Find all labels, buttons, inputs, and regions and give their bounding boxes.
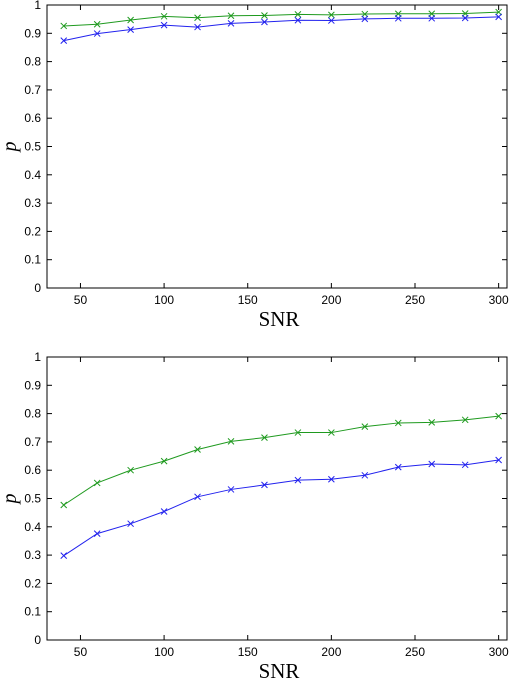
- y-tick-label: 0.5: [24, 140, 41, 154]
- data-point-marker: [60, 37, 68, 45]
- data-point-marker: [361, 10, 369, 18]
- data-point-marker: [461, 416, 469, 424]
- plot-frame: [46, 356, 508, 641]
- data-point-marker: [93, 479, 101, 487]
- data-point-marker: [361, 15, 369, 23]
- y-tick-label: 0.4: [24, 168, 41, 182]
- x-tick-label: 300: [489, 293, 509, 307]
- x-tick-label: 250: [405, 645, 425, 659]
- data-point-marker: [495, 456, 502, 464]
- data-point-marker: [93, 530, 101, 537]
- data-point-marker: [428, 460, 436, 468]
- data-point-marker: [227, 20, 235, 27]
- data-point-marker: [93, 20, 101, 28]
- data-point-marker: [227, 437, 235, 445]
- y-tick-label: 1: [34, 0, 41, 12]
- data-point-marker: [294, 10, 302, 18]
- x-tick-label: 250: [405, 293, 425, 307]
- y-tick-label: 0.2: [24, 576, 41, 590]
- y-tick-label: 0: [34, 281, 41, 295]
- y-tick-label: 0.1: [24, 605, 41, 619]
- x-tick-label: 100: [154, 645, 174, 659]
- data-point-marker: [328, 429, 335, 436]
- x-tick-label: 150: [238, 293, 258, 307]
- y-tick-label: 0.2: [24, 224, 41, 238]
- data-point-marker: [328, 11, 335, 19]
- data-point-marker: [428, 14, 436, 22]
- x-tick-label: 150: [238, 645, 258, 659]
- data-point-marker: [160, 457, 168, 465]
- x-tick-label: 200: [321, 645, 341, 659]
- data-point-marker: [328, 475, 335, 483]
- data-point-marker: [194, 446, 201, 453]
- x-axis-label: SNR: [259, 307, 300, 331]
- y-tick-label: 0.9: [24, 378, 41, 392]
- data-point-marker: [394, 14, 402, 22]
- y-tick-label: 0.8: [24, 407, 41, 421]
- data-point-marker: [93, 30, 101, 37]
- y-tick-label: 0.3: [24, 196, 41, 210]
- data-point-marker: [60, 22, 68, 30]
- series-line: [63, 16, 499, 42]
- data-point-marker: [160, 12, 168, 20]
- data-point-marker: [60, 552, 68, 560]
- data-point-marker: [261, 481, 268, 489]
- plot-frame: [46, 4, 508, 289]
- data-point-marker: [428, 419, 436, 426]
- y-tick-label: 0.6: [24, 463, 41, 477]
- series-line: [63, 415, 499, 506]
- y-tick-label: 0.3: [24, 548, 41, 562]
- data-point-marker: [328, 17, 335, 24]
- y-tick-label: 0.7: [24, 435, 41, 449]
- data-point-marker: [294, 429, 302, 436]
- data-point-marker: [127, 520, 134, 528]
- series-line: [63, 11, 499, 27]
- data-point-marker: [227, 12, 235, 20]
- data-point-marker: [194, 493, 201, 501]
- data-point-marker: [361, 423, 369, 430]
- x-tick-label: 300: [489, 645, 509, 659]
- data-point-marker: [227, 486, 235, 493]
- data-point-marker: [194, 14, 201, 22]
- x-tick-label: 50: [74, 645, 88, 659]
- data-point-marker: [127, 466, 134, 474]
- x-tick-label: 200: [321, 293, 341, 307]
- y-axis-label: p: [0, 494, 21, 506]
- y-tick-label: 0.9: [24, 26, 41, 40]
- data-point-marker: [261, 18, 268, 26]
- x-tick-label: 100: [154, 293, 174, 307]
- y-tick-label: 0.6: [24, 111, 41, 125]
- y-tick-label: 0: [34, 633, 41, 647]
- data-point-marker: [127, 16, 134, 24]
- y-tick-label: 0.4: [24, 520, 41, 534]
- data-point-marker: [495, 13, 502, 21]
- data-point-marker: [495, 8, 502, 16]
- data-point-marker: [461, 461, 469, 469]
- data-point-marker: [261, 12, 268, 19]
- x-tick-label: 50: [74, 293, 88, 307]
- data-point-marker: [127, 26, 134, 33]
- y-axis-label: p: [0, 142, 21, 154]
- y-tick-label: 0.5: [24, 492, 41, 506]
- data-point-marker: [361, 471, 369, 479]
- data-point-marker: [160, 21, 168, 29]
- y-tick-label: 0.7: [24, 83, 41, 97]
- x-axis-label: SNR: [259, 659, 300, 681]
- data-point-marker: [394, 419, 402, 427]
- data-point-marker: [294, 476, 302, 484]
- y-tick-label: 0.8: [24, 55, 41, 69]
- data-point-marker: [294, 16, 302, 24]
- y-tick-label: 0.1: [24, 253, 41, 267]
- y-tick-label: 1: [34, 350, 41, 364]
- data-point-marker: [60, 501, 68, 509]
- data-point-marker: [261, 434, 268, 442]
- data-point-marker: [394, 463, 402, 471]
- data-point-marker: [160, 508, 168, 515]
- series-line: [63, 459, 499, 557]
- data-point-marker: [194, 23, 201, 31]
- data-point-marker: [461, 14, 469, 22]
- data-point-marker: [495, 412, 502, 420]
